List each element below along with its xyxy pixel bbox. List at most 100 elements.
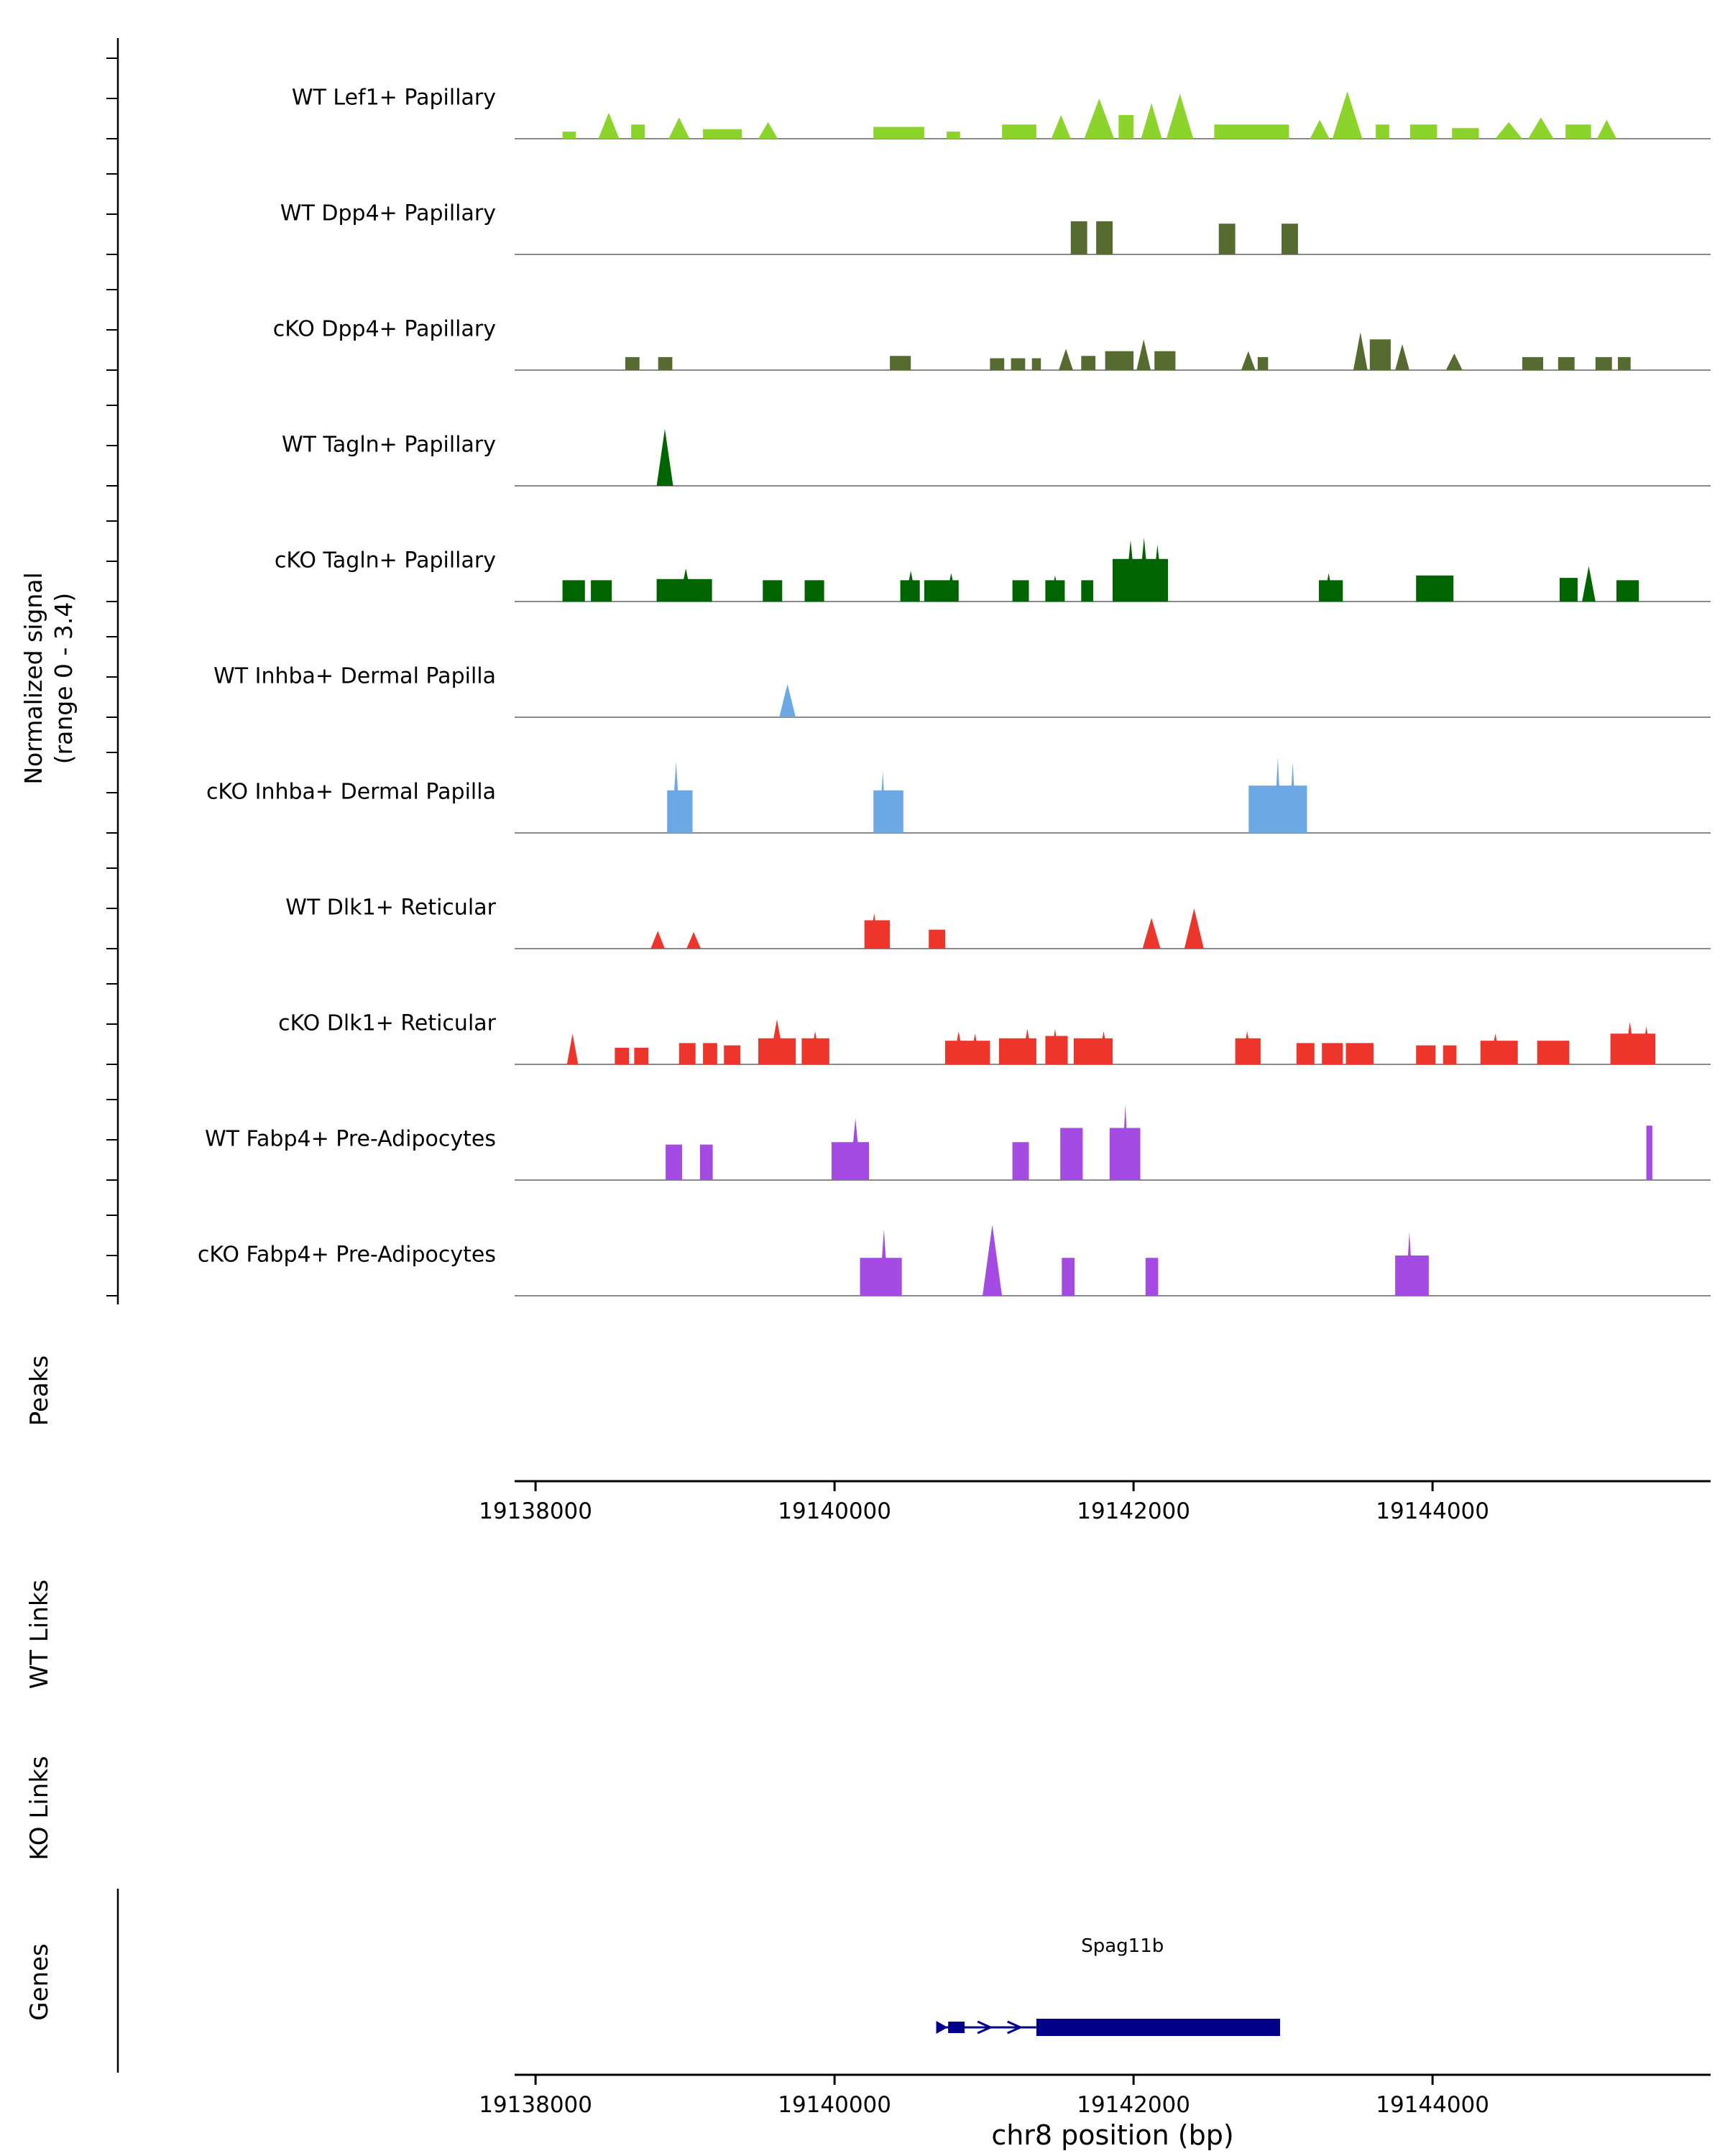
- gene-utr-box: [948, 2022, 965, 2033]
- signal-peak: [634, 1047, 649, 1064]
- signal-peak: [873, 790, 903, 833]
- signal-peak: [1060, 1128, 1083, 1180]
- signal-peak: [1218, 224, 1236, 254]
- signal-peak: [1184, 908, 1204, 949]
- track-label-wt-inhba-dermal-papilla: WT Inhba+ Dermal Papilla: [213, 664, 496, 689]
- signal-peak: [804, 580, 824, 602]
- signal-peak: [562, 580, 585, 602]
- signal-peak: [1323, 573, 1334, 602]
- signal-peak: [1098, 1031, 1110, 1064]
- signal-peak: [1595, 356, 1612, 370]
- bottom-axis-tick-label: 19140000: [778, 2092, 891, 2118]
- signal-peak: [1416, 575, 1454, 602]
- signal-peak: [945, 1041, 990, 1064]
- signal-peak: [1062, 1258, 1075, 1296]
- signal-peak: [566, 1033, 579, 1064]
- signal-peak: [849, 1118, 862, 1180]
- gene-direction-arrow-icon: [1007, 2020, 1024, 2035]
- track-label-cko-tagln-papillary: cKO Tagln+ Papillary: [275, 548, 496, 573]
- signal-peak: [1084, 98, 1115, 139]
- bottom-axis-tick-label: 19142000: [1077, 2092, 1190, 2118]
- signal-peak: [1136, 339, 1151, 370]
- signal-peak: [598, 112, 620, 139]
- track-label-cko-dpp4-papillary: cKO Dpp4+ Papillary: [273, 317, 496, 342]
- signal-track-wt-inhba-dermal-papilla: WT Inhba+ Dermal Papilla: [213, 664, 1711, 718]
- signal-peak: [1522, 356, 1543, 370]
- signal-peak: [591, 580, 612, 602]
- signal-peak: [1241, 351, 1256, 370]
- signal-peak: [1332, 91, 1363, 139]
- signal-peak: [1002, 124, 1036, 139]
- signal-peak: [809, 1031, 822, 1064]
- signal-peak: [1616, 580, 1639, 602]
- signal-peak: [1031, 358, 1041, 370]
- signal-peak: [1081, 580, 1093, 602]
- signal-peak: [1376, 124, 1389, 139]
- signal-peak: [890, 356, 911, 370]
- section-label-ko-links: KO Links: [25, 1756, 54, 1860]
- signal-peak: [879, 1229, 888, 1296]
- signal-peak: [873, 126, 924, 139]
- signal-peak: [1322, 1043, 1343, 1064]
- signal-peak: [1081, 356, 1096, 370]
- bottom-axis-tick-label: 19144000: [1376, 2092, 1489, 2118]
- signal-peak: [1051, 115, 1071, 139]
- signal-peak: [1241, 1031, 1254, 1064]
- signal-peak: [1011, 358, 1026, 370]
- signal-peak: [1395, 1256, 1429, 1296]
- signal-track-cko-dlk1-reticular: cKO Dlk1+ Reticular: [278, 1011, 1711, 1065]
- track-label-wt-dpp4-papillary: WT Dpp4+ Papillary: [280, 201, 496, 226]
- signal-peak: [1640, 1026, 1652, 1064]
- signal-peak: [656, 428, 673, 486]
- track-label-wt-dlk1-reticular: WT Dlk1+ Reticular: [285, 895, 496, 921]
- signal-peak: [1618, 356, 1631, 370]
- x-axis-label: chr8 position (bp): [991, 2119, 1233, 2151]
- signal-peak: [1049, 1028, 1061, 1064]
- signal-peak: [1141, 103, 1162, 139]
- signal-peak: [1416, 1045, 1436, 1064]
- signal-peak: [1452, 128, 1479, 139]
- signal-peak: [1138, 538, 1150, 602]
- signal-peak: [1296, 1043, 1315, 1064]
- signal-peak: [625, 356, 640, 370]
- section-label-genes: Genes: [25, 1943, 54, 2020]
- signal-peak: [666, 1144, 682, 1180]
- track-label-wt-fabp4-pre-adipocytes: WT Fabp4+ Pre-Adipocytes: [205, 1127, 496, 1152]
- signal-peak: [1495, 121, 1522, 139]
- y-axis-label-line1: Normalized signal: [19, 572, 47, 784]
- signal-peak: [1274, 757, 1282, 833]
- signal-peak: [1409, 124, 1438, 139]
- signal-peak: [1480, 1041, 1518, 1064]
- signal-peak: [678, 568, 693, 602]
- signal-peak: [1443, 1045, 1457, 1064]
- peaks-axis-tick-label: 19144000: [1376, 1498, 1489, 1524]
- gene-cds-box: [1036, 2019, 1280, 2036]
- peaks-axis-tick-label: 19142000: [1077, 1498, 1190, 1524]
- signal-track-wt-lef1-papillary: WT Lef1+ Papillary: [292, 86, 1711, 139]
- signal-peak: [1582, 566, 1596, 602]
- signal-peak: [1624, 1021, 1636, 1064]
- signal-peak: [879, 771, 886, 833]
- signal-peak: [990, 358, 1005, 370]
- signal-peak: [869, 913, 880, 949]
- signal-peak: [1528, 117, 1554, 139]
- signal-peak: [1151, 544, 1164, 602]
- signal-peak: [703, 129, 742, 139]
- signal-peak: [1166, 93, 1194, 139]
- signal-peak: [1142, 918, 1161, 949]
- signal-peak: [1646, 1125, 1652, 1180]
- signal-peak: [1105, 351, 1134, 370]
- gene-name-label: Spag11b: [1081, 1935, 1164, 1957]
- signal-peak: [1121, 1104, 1129, 1180]
- signal-peak: [650, 931, 665, 949]
- signal-peak: [1353, 332, 1368, 370]
- peaks-axis-tick-label: 19140000: [778, 1498, 891, 1524]
- signal-track-cko-dpp4-papillary: cKO Dpp4+ Papillary: [273, 317, 1711, 371]
- track-label-wt-tagln-papillary: WT Tagln+ Papillary: [282, 433, 496, 458]
- signal-peak: [1124, 540, 1137, 602]
- signal-peak: [758, 121, 778, 139]
- signal-peak: [1395, 344, 1409, 370]
- signal-peak: [1445, 353, 1463, 370]
- signal-peak: [1559, 578, 1578, 602]
- signal-peak: [1118, 115, 1134, 139]
